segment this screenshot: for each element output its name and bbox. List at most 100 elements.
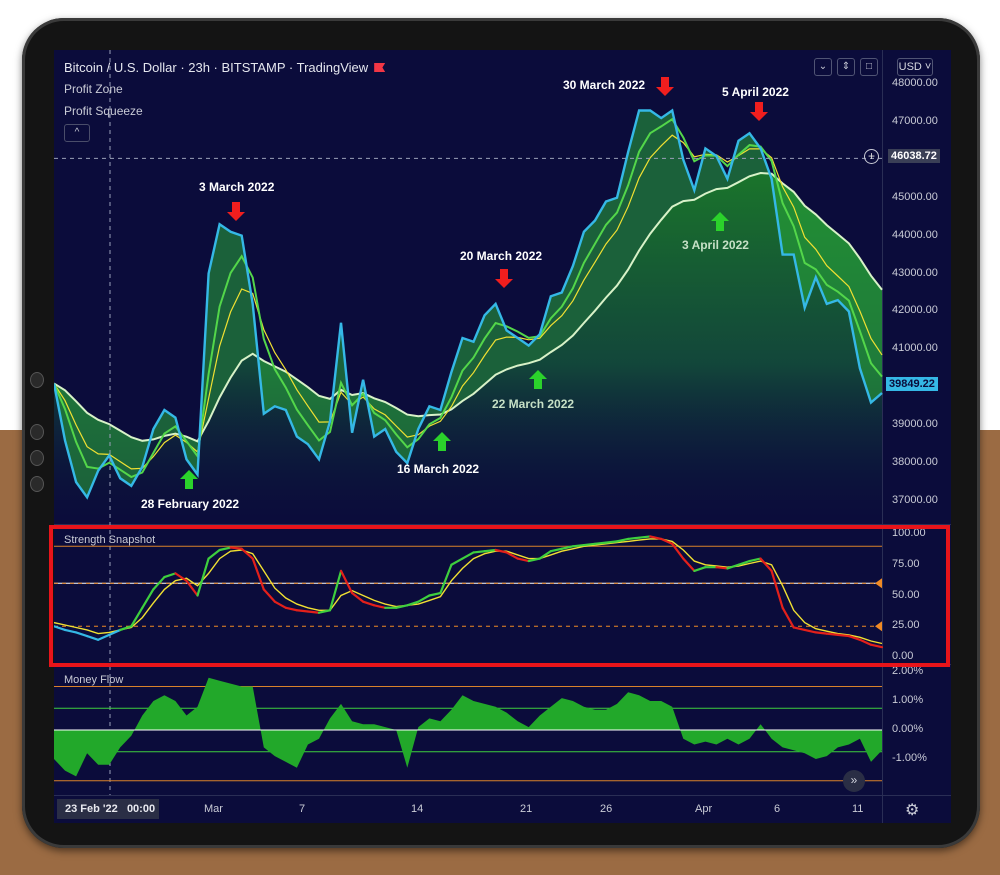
strength-segment	[163, 572, 177, 579]
money-flow-label[interactable]: Money Flow	[64, 674, 124, 686]
collapse-legend-button[interactable]: ^	[64, 124, 90, 142]
strength-tick: 100.00	[892, 527, 926, 539]
strength-segment	[174, 572, 188, 582]
sell-arrow-3-mar	[227, 202, 245, 221]
strength-tick: 25.00	[892, 619, 920, 632]
strength-segment	[858, 638, 873, 646]
buy-arrow-16-mar	[433, 432, 451, 451]
strength-segment	[560, 545, 574, 550]
strength-segment	[273, 600, 287, 609]
strength-segment	[571, 543, 586, 548]
strength-segment	[836, 633, 850, 638]
symbol-title[interactable]: Bitcoin / U.S. Dollar · 23h · BITSTAMP ·…	[64, 60, 386, 75]
money-tick: 2.00%	[892, 665, 924, 677]
strength-segment	[516, 557, 530, 563]
sell-arrow-30-mar	[656, 77, 674, 96]
strength-segment	[792, 626, 806, 632]
current-date-label: 23 Feb '22 00:00	[57, 799, 159, 819]
strength-segment	[362, 600, 376, 607]
strength-segment	[803, 628, 817, 634]
strength-tick: 0.00	[892, 650, 914, 662]
strength-segment	[505, 551, 519, 560]
price-tick: 41000.00	[892, 342, 938, 355]
pane-divider	[54, 524, 951, 525]
strength-segment	[439, 563, 453, 595]
strength-segment	[825, 632, 839, 636]
strength-segment	[483, 548, 497, 553]
strength-segment	[97, 633, 111, 641]
price-tick: 37000.00	[892, 494, 938, 507]
time-tick: 6	[774, 803, 781, 815]
strength-segment	[63, 628, 78, 634]
annotation-5-apr: 5 April 2022	[722, 85, 789, 99]
strength-segment	[262, 588, 276, 603]
annotation-28-feb: 28 February 2022	[141, 497, 240, 511]
indicator-profit-squeeze[interactable]: Profit Squeeze	[64, 104, 143, 118]
strength-segment	[582, 542, 597, 547]
annotation-16-mar: 16 March 2022	[397, 462, 480, 476]
sell-arrow-5-apr	[750, 102, 768, 121]
strength-segment	[593, 541, 608, 545]
currency-select[interactable]: USD ˅	[897, 58, 933, 76]
crosshair-price-label: 46038.72	[888, 149, 940, 163]
strength-segment	[450, 557, 464, 566]
flag-icon	[374, 63, 386, 72]
strength-segment	[693, 566, 707, 573]
chart-canvas[interactable]	[54, 50, 951, 823]
time-tick: Mar	[204, 803, 223, 815]
strength-segment	[494, 548, 508, 554]
chevrons-icon[interactable]: ⇕	[837, 58, 855, 76]
strength-tick: 50.00	[892, 588, 920, 601]
strength-marker-upper	[875, 578, 882, 589]
crosshair-plus-icon[interactable]: +	[864, 149, 879, 164]
strength-segment	[229, 546, 243, 550]
strength-marker-lower	[875, 621, 882, 632]
fullscreen-icon[interactable]: □	[860, 58, 878, 76]
strength-segment	[218, 546, 232, 552]
strength-segment	[108, 628, 122, 636]
buy-arrow-28-feb	[180, 470, 198, 489]
strength-segment	[660, 537, 674, 545]
strength-tick: 75.00	[892, 557, 920, 570]
settings-gear-icon[interactable]: ⚙	[905, 802, 920, 819]
strength-segment	[748, 557, 762, 563]
strength-segment	[284, 606, 298, 612]
money-tick: 1.00%	[892, 694, 924, 706]
price-tick: 45000.00	[892, 190, 938, 203]
strength-segment	[74, 631, 89, 638]
strength-snapshot-label[interactable]: Strength Snapshot	[64, 534, 156, 546]
price-tick: 42000.00	[892, 304, 938, 317]
price-tick: 43000.00	[892, 266, 938, 279]
strength-segment	[54, 625, 67, 632]
strength-segment	[461, 551, 475, 560]
time-tick: 14	[411, 803, 424, 815]
strength-segment	[638, 535, 652, 539]
slow-ma-line	[54, 171, 883, 443]
chevron-down-icon[interactable]: ⌄	[814, 58, 832, 76]
strength-segment	[185, 579, 199, 597]
buy-arrow-22-mar	[529, 370, 547, 389]
strength-segment	[373, 604, 387, 609]
time-tick: 21	[520, 803, 533, 815]
price-tick: 39000.00	[892, 418, 938, 431]
strength-segment	[615, 537, 630, 543]
strength-segment	[649, 535, 663, 541]
scroll-to-realtime-button[interactable]: »	[843, 770, 865, 792]
annotation-20-mar: 20 March 2022	[460, 249, 543, 263]
money-tick: 0.00%	[892, 723, 924, 735]
strength-segment	[207, 548, 221, 560]
time-tick: 11	[852, 803, 864, 815]
annotation-22-mar: 22 March 2022	[492, 397, 575, 411]
indicator-profit-zone[interactable]: Profit Zone	[64, 82, 123, 96]
strength-snapshot-highlight	[49, 525, 950, 667]
strength-segment	[141, 588, 155, 609]
strength-segment	[339, 569, 354, 595]
strength-segment	[306, 610, 321, 614]
strength-segment	[781, 606, 795, 629]
strength-segment	[847, 634, 862, 641]
chart-screen[interactable]: Bitcoin / U.S. Dollar · 23h · BITSTAMP ·…	[54, 50, 951, 823]
tablet-side-button	[30, 450, 44, 466]
annotation-30-mar: 30 March 2022	[563, 78, 646, 92]
strength-segment	[604, 540, 619, 544]
strength-segment	[295, 609, 310, 613]
